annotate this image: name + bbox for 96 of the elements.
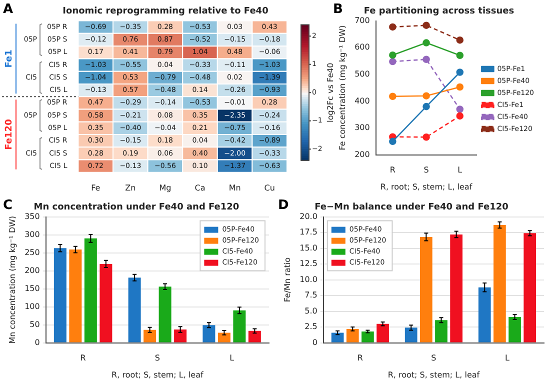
text: D xyxy=(278,198,289,213)
chart-title: Fe−Mn balance under Fe40 and Fe120 xyxy=(314,202,508,213)
x-tick-label: L xyxy=(505,354,510,363)
text: C xyxy=(3,198,13,213)
y-tick-label: 17.5 xyxy=(300,228,318,237)
point xyxy=(456,83,464,91)
x-tick-label: Fe xyxy=(91,183,100,192)
y-tick-label: 300 xyxy=(354,123,370,132)
bar xyxy=(450,234,462,342)
x-tick-label: L xyxy=(458,166,463,175)
bar xyxy=(100,264,112,342)
bar xyxy=(84,238,97,342)
y-tick-label: 300 xyxy=(24,230,40,239)
bar xyxy=(202,325,216,342)
bar xyxy=(478,287,491,342)
y-tick-label: 150 xyxy=(24,284,40,293)
bar xyxy=(218,332,230,342)
y-tick-label: 7.5 xyxy=(304,290,318,300)
y-tick-label: 5.0 xyxy=(304,306,318,316)
color-bar-title: log2Fc vs Fe40 xyxy=(326,62,336,122)
x-axis-title: R, root; S, stem; L, leaf xyxy=(112,370,204,380)
bar xyxy=(144,330,156,342)
y-tick-label: 20.0 xyxy=(300,212,318,221)
point xyxy=(422,92,430,100)
bar xyxy=(174,329,187,342)
bar xyxy=(404,328,418,342)
y-axis-title: Mn concentration (mg kg⁻¹ DW) xyxy=(8,216,17,344)
bar xyxy=(248,330,261,342)
y-tick-label: 600 xyxy=(354,42,370,52)
point xyxy=(389,58,396,66)
chart-title: Fe partitioning across tissues xyxy=(364,6,514,17)
y-tick-label: 250 xyxy=(24,248,40,257)
bar xyxy=(376,324,389,342)
point xyxy=(389,51,396,59)
chart-title: Mn concentration under Fe40 and Fe120 xyxy=(34,202,240,213)
y-tick-label: 0 xyxy=(34,338,40,347)
y-axis-title: Fe/Mn ratio xyxy=(282,257,292,302)
bar xyxy=(54,248,66,342)
point xyxy=(389,138,396,146)
point xyxy=(389,92,396,100)
x-axis-title: R, root; S, stem; L, leaf xyxy=(380,182,472,192)
y-tick-label: 12.5 xyxy=(300,259,318,268)
bar xyxy=(346,328,359,342)
y-tick-label: 400 xyxy=(354,96,370,106)
y-tick-label: 10.0 xyxy=(300,274,318,284)
x-tick-label: S xyxy=(424,166,429,175)
bar xyxy=(158,286,172,342)
point xyxy=(422,39,430,46)
bar xyxy=(508,316,521,342)
chart-title: Ionomic reprogramming relative to Fe40 xyxy=(62,6,268,17)
bar xyxy=(435,320,448,342)
y-tick-label: 200 xyxy=(354,150,370,159)
bar xyxy=(494,224,506,342)
x-axis-title: R, root; S, stem; L, leaf xyxy=(388,370,480,380)
text: Fe1 xyxy=(4,50,14,68)
bar xyxy=(331,332,344,342)
bar xyxy=(362,331,374,342)
y-tick-label: 500 xyxy=(354,69,370,78)
x-tick-label: Ca xyxy=(194,183,206,192)
point xyxy=(422,22,430,30)
x-tick-label: Cu xyxy=(264,183,275,192)
point xyxy=(456,106,464,113)
y-tick-label: 700 xyxy=(354,16,370,25)
x-tick-label: L xyxy=(230,354,235,363)
point xyxy=(422,102,430,110)
point xyxy=(456,36,464,44)
y-tick-label: 0 xyxy=(312,338,318,347)
y-tick-label: 100 xyxy=(24,302,40,311)
bar xyxy=(128,278,141,342)
y-tick-label: 200 xyxy=(24,266,40,275)
x-tick-label: R xyxy=(80,354,86,363)
point xyxy=(456,52,464,60)
x-tick-label: R xyxy=(390,166,396,175)
bar xyxy=(524,233,536,342)
text: Fe120 xyxy=(4,119,14,150)
x-tick-label: Zn xyxy=(125,183,136,192)
x-tick-label: Mg xyxy=(159,183,172,192)
bar xyxy=(69,250,82,342)
y-tick-label: 50 xyxy=(30,320,40,329)
point xyxy=(456,68,464,76)
bar xyxy=(233,310,246,342)
x-tick-label: S xyxy=(431,354,436,363)
y-tick-label: 2.5 xyxy=(304,322,318,332)
x-tick-label: S xyxy=(154,354,160,363)
point xyxy=(389,23,396,31)
x-tick-label: R xyxy=(357,354,364,363)
x-tick-label: Mn xyxy=(228,183,241,192)
text: A xyxy=(3,2,14,17)
point xyxy=(422,133,430,141)
point xyxy=(422,56,430,64)
text: B xyxy=(333,2,343,17)
y-tick-label: 15.0 xyxy=(300,243,318,252)
y-tick-label: 350 xyxy=(24,212,40,221)
y-axis-title: Fe concentration (mg kg⁻¹ DW) xyxy=(338,25,347,150)
point xyxy=(456,112,464,120)
bar xyxy=(420,236,432,342)
